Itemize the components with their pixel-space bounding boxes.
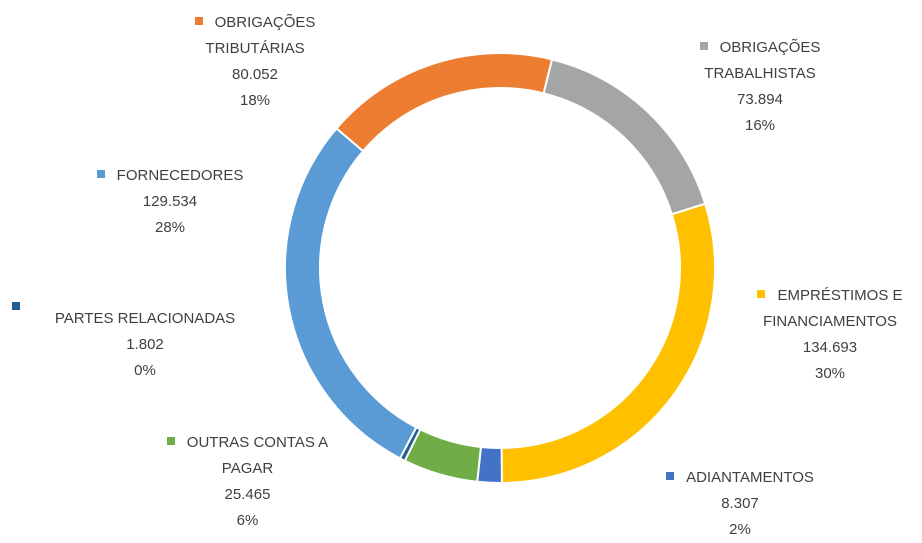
percent-label: 30% (814, 365, 846, 382)
value-label: 134.693 (802, 339, 858, 356)
slice (335, 52, 554, 153)
category-label: ADIANTAMENTOS (686, 469, 814, 486)
value-label: 80.052 (232, 66, 278, 83)
data-label: FORNECEDORES 129.534 28% (75, 163, 265, 241)
legend-marker (96, 170, 105, 178)
data-label: EMPRÉSTIMOS E FINANCIAMENTOS 134.693 30% (735, 283, 922, 387)
category-label: OUTRAS CONTAS A PAGAR (186, 434, 329, 477)
percent-label: 6% (236, 512, 259, 529)
legend-marker (666, 472, 675, 480)
value-label: 129.534 (142, 193, 198, 210)
category-label: EMPRÉSTIMOS E FINANCIAMENTOS (763, 287, 903, 330)
value-label: 1.802 (126, 336, 164, 353)
percent-label: 16% (744, 117, 776, 134)
category-label: PARTES RELACIONADAS (54, 310, 236, 327)
legend-marker (166, 437, 175, 445)
category-label: OBRIGAÇÕES TRABALHISTAS (704, 39, 821, 82)
slice (500, 202, 716, 485)
value-label: 73.894 (737, 91, 783, 108)
data-label: ADIANTAMENTOS 8.307 2% (640, 465, 840, 543)
percent-label: 2% (729, 521, 751, 538)
legend-marker (12, 302, 20, 310)
percent-label: 18% (239, 92, 271, 109)
slice (284, 126, 418, 460)
percent-label: 28% (154, 219, 186, 236)
data-label: OUTRAS CONTAS A PAGAR 25.465 6% (140, 430, 355, 534)
legend-marker (194, 17, 203, 25)
legend-marker (699, 42, 708, 50)
data-label: OBRIGAÇÕES TRIBUTÁRIAS 80.052 18% (180, 10, 330, 114)
percent-label: 0% (134, 362, 156, 379)
value-label: 25.465 (224, 486, 271, 503)
category-label: OBRIGAÇÕES TRIBUTÁRIAS (205, 14, 316, 57)
category-label: FORNECEDORES (116, 167, 244, 184)
legend-marker (757, 290, 766, 298)
data-label: OBRIGAÇÕES TRABALHISTAS 73.894 16% (680, 35, 840, 139)
data-label: PARTES RELACIONADAS 1.802 0% (12, 292, 270, 384)
value-label: 8.307 (721, 495, 759, 512)
